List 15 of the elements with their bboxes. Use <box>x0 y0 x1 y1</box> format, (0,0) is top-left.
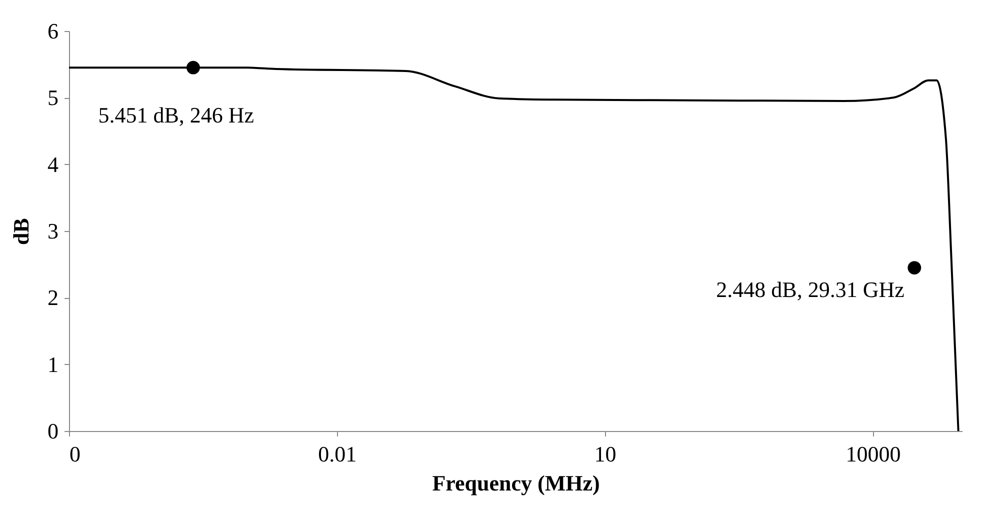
x-tick-label: 10000 <box>846 442 901 466</box>
annotation: 5.451 dB, 246 Hz <box>98 102 254 128</box>
x-axis-title: Frequency (MHz) <box>432 470 600 496</box>
y-tick-label: 5 <box>48 85 58 110</box>
y-tick-label: 1 <box>48 352 58 377</box>
x-tick-label: 0.01 <box>318 442 357 466</box>
x-tick-label: 0 <box>70 442 80 466</box>
y-tick-label: 2 <box>48 285 58 310</box>
annotation: 2.448 dB, 29.31 GHz <box>716 276 905 302</box>
y-tick-label: 6 <box>48 18 58 44</box>
y-tick-label: 4 <box>48 152 58 177</box>
y-tick-label: 3 <box>48 218 58 244</box>
x-tick-label: 10 <box>594 442 616 466</box>
y-axis-title: dB <box>8 218 34 245</box>
y-tick-label: 0 <box>48 418 58 444</box>
